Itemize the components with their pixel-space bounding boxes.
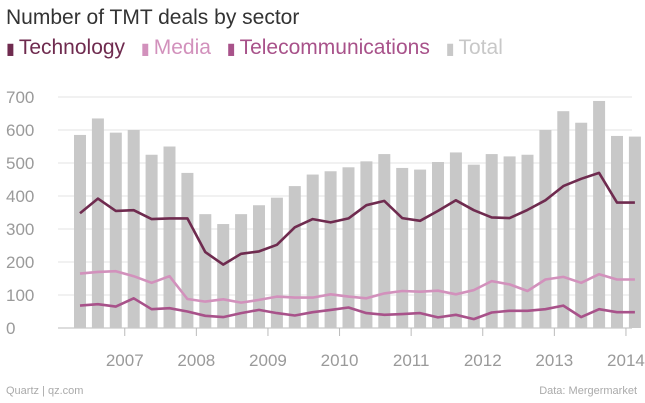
bar-total [539,130,552,328]
bar-total [163,146,176,328]
data-source: Data: Mergermarket [539,385,637,397]
bar-total [342,167,355,328]
legend-label-technology: Technology [18,36,126,59]
bar-total [270,197,283,328]
bar-total [235,214,248,328]
legend-item-total[interactable]: ▮ Total [446,36,503,59]
bar-total [503,156,516,328]
bar-total [557,111,570,328]
x-tick-label: 2013 [535,351,573,370]
bar-total [217,224,230,328]
x-tick-label: 2007 [106,351,144,370]
legend-swatch-telecommunications: ▮ [226,41,236,58]
legend-item-technology[interactable]: ▮ Technology [6,36,125,59]
bar-total [253,205,265,328]
legend-swatch-total: ▮ [445,41,455,58]
legend-label-telecommunications: Telecommunications [239,36,430,59]
bar-total [145,154,158,328]
x-tick-label: 2012 [464,351,502,370]
bar-total [74,134,86,328]
y-tick-label: 500 [6,154,34,173]
bar-total [181,172,194,328]
legend-label-total: Total [458,36,503,59]
bar-total [432,162,444,328]
x-tick-label: 2008 [177,351,215,370]
x-tick-label: 2011 [393,351,430,370]
bar-total [378,154,391,328]
bar-total [575,122,588,329]
bar-total [288,186,301,328]
chart-title: Number of TMT deals by sector [6,6,300,29]
y-tick-label: 300 [6,220,34,239]
series-line-media [79,269,635,304]
bar-total [109,132,122,328]
source-credit: Quartz | qz.com [6,385,84,397]
bar-total [485,154,498,328]
bar-total [611,135,623,328]
legend-item-media[interactable]: ▮ Media [141,36,211,59]
bar-total [360,161,373,328]
series-line-technology [79,171,635,266]
bar-total [306,174,319,328]
y-tick-label: 700 [6,88,34,107]
y-tick-label: 600 [6,121,34,140]
bar-total [396,167,409,328]
x-tick-label: 2010 [321,351,359,370]
bar-total [628,136,641,328]
legend: ▮ Technology ▮ Media ▮ Telecommunications ▮… [6,36,513,60]
bar-total [521,154,534,328]
legend-label-media: Media [153,36,211,59]
legend-swatch-media: ▮ [140,41,150,58]
bar-total [199,214,212,328]
legend-item-telecommunications[interactable]: ▮ Telecommunications [227,36,430,59]
x-tick-label: 2009 [249,351,287,370]
bar-total [91,118,104,328]
bar-total [449,152,462,328]
bar-total [414,169,427,328]
x-tick-label: 2014 [607,351,645,370]
bar-total [324,171,337,328]
bar-total [593,100,606,329]
y-tick-label: 0 [6,319,15,338]
legend-swatch-technology: ▮ [6,41,15,58]
y-tick-label: 200 [6,253,34,272]
series-line-telecommunications [79,296,635,321]
bar-total [467,164,480,328]
y-tick-label: 400 [6,187,34,206]
y-tick-label: 100 [6,286,34,305]
